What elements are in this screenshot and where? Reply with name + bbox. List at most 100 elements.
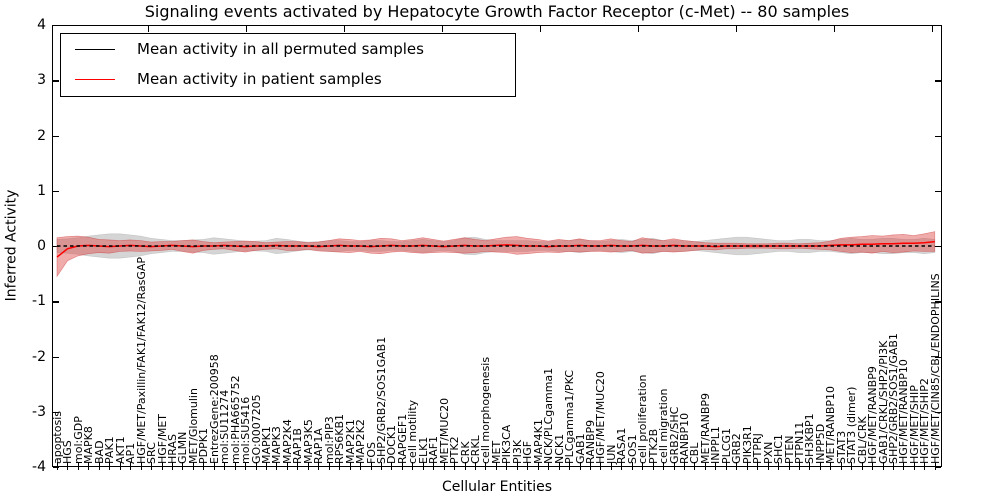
bottom-tick [88, 462, 90, 470]
bottom-tick [130, 462, 132, 470]
bottom-tick [307, 462, 309, 470]
y-tick-label: 2 [37, 127, 46, 144]
right-tick [935, 246, 941, 248]
bottom-tick [464, 462, 466, 470]
bottom-tick [673, 462, 675, 470]
bottom-tick [809, 462, 811, 470]
patient-line-sample [75, 78, 115, 80]
top-tick [834, 26, 836, 32]
bottom-tick [684, 462, 685, 470]
bottom-tick [297, 462, 299, 470]
left-tick [53, 135, 59, 137]
bottom-tick [485, 462, 487, 470]
bottom-tick [861, 462, 863, 470]
legend-entry-permuted: Mean activity in all permuted samples [61, 34, 515, 64]
bottom-tick [370, 462, 372, 470]
bottom-tick [788, 462, 790, 470]
left-tick [53, 467, 59, 469]
bottom-tick [495, 462, 497, 470]
right-tick [935, 467, 941, 469]
y-tick-label: 0 [37, 238, 46, 254]
bottom-tick [778, 462, 780, 470]
bottom-tick [851, 462, 853, 470]
bottom-tick [266, 462, 267, 470]
bottom-tick [433, 462, 435, 470]
bottom-tick [412, 462, 414, 470]
right-tick [935, 301, 941, 303]
chart-title: Signaling events activated by Hepatocyte… [144, 2, 850, 21]
bottom-tick [77, 462, 79, 470]
top-tick [344, 26, 346, 32]
bottom-tick [694, 462, 696, 470]
y-tick-label: -1 [32, 293, 46, 310]
left-tick [53, 190, 59, 193]
bottom-tick [255, 462, 257, 470]
bottom-tick [767, 462, 769, 470]
bottom-tick [746, 462, 748, 470]
right-tick [935, 356, 941, 358]
bottom-tick [798, 462, 800, 470]
bottom-tick [527, 462, 529, 470]
top-tick [442, 26, 444, 32]
bottom-tick [913, 462, 915, 470]
top-tick [246, 26, 248, 32]
bottom-tick [360, 462, 362, 470]
bottom-tick [328, 462, 330, 470]
bottom-tick [276, 462, 278, 470]
bottom-tick [57, 462, 58, 470]
legend-label-patient: Mean activity in patient samples [137, 70, 382, 88]
bottom-tick [151, 462, 153, 470]
left-tick [53, 246, 59, 248]
bottom-tick [161, 462, 163, 470]
bottom-tick [830, 462, 832, 470]
bottom-tick [548, 462, 550, 470]
bottom-tick [903, 462, 905, 470]
bottom-tick [924, 462, 926, 470]
y-tick-label: -4 [32, 459, 46, 475]
bottom-tick [704, 462, 706, 470]
bottom-tick [140, 462, 142, 470]
bottom-tick [558, 462, 560, 470]
bottom-tick [934, 462, 936, 470]
left-tick [53, 301, 59, 303]
permuted-line-sample [75, 48, 115, 50]
x-tick-label: HGF/MET/Paxillin/FAK1/FAK12/RasGAP [134, 256, 148, 464]
bottom-tick [349, 462, 351, 470]
legend-entry-patient: Mean activity in patient samples [61, 64, 515, 94]
bottom-tick [736, 462, 738, 470]
bottom-tick [443, 462, 445, 470]
top-tick [736, 26, 738, 32]
right-tick [935, 411, 941, 414]
right-tick [935, 80, 941, 82]
bottom-tick [245, 462, 247, 470]
bottom-tick [516, 462, 518, 470]
bottom-tick [109, 462, 111, 470]
top-tick [638, 26, 640, 32]
bottom-tick [98, 462, 100, 470]
bottom-tick [391, 462, 393, 470]
bottom-tick [234, 462, 236, 470]
bottom-tick [454, 462, 456, 470]
bottom-tick [213, 462, 215, 470]
bottom-tick [642, 462, 644, 470]
left-tick [53, 25, 59, 27]
bottom-tick [610, 462, 612, 470]
bottom-tick [318, 462, 320, 470]
y-tick-label: -3 [32, 403, 46, 420]
bottom-tick [339, 462, 341, 470]
right-tick [935, 25, 941, 27]
bottom-tick [872, 462, 874, 470]
bottom-tick [119, 462, 121, 470]
bottom-tick [840, 462, 842, 470]
bottom-tick [725, 462, 727, 470]
bottom-tick [589, 462, 591, 470]
bottom-tick [893, 462, 894, 470]
bottom-tick [380, 462, 382, 470]
bottom-tick [286, 462, 288, 470]
top-tick [932, 26, 934, 32]
bottom-tick [171, 462, 173, 470]
bottom-tick [631, 462, 633, 470]
bottom-tick [67, 462, 69, 470]
bottom-tick [192, 462, 194, 470]
